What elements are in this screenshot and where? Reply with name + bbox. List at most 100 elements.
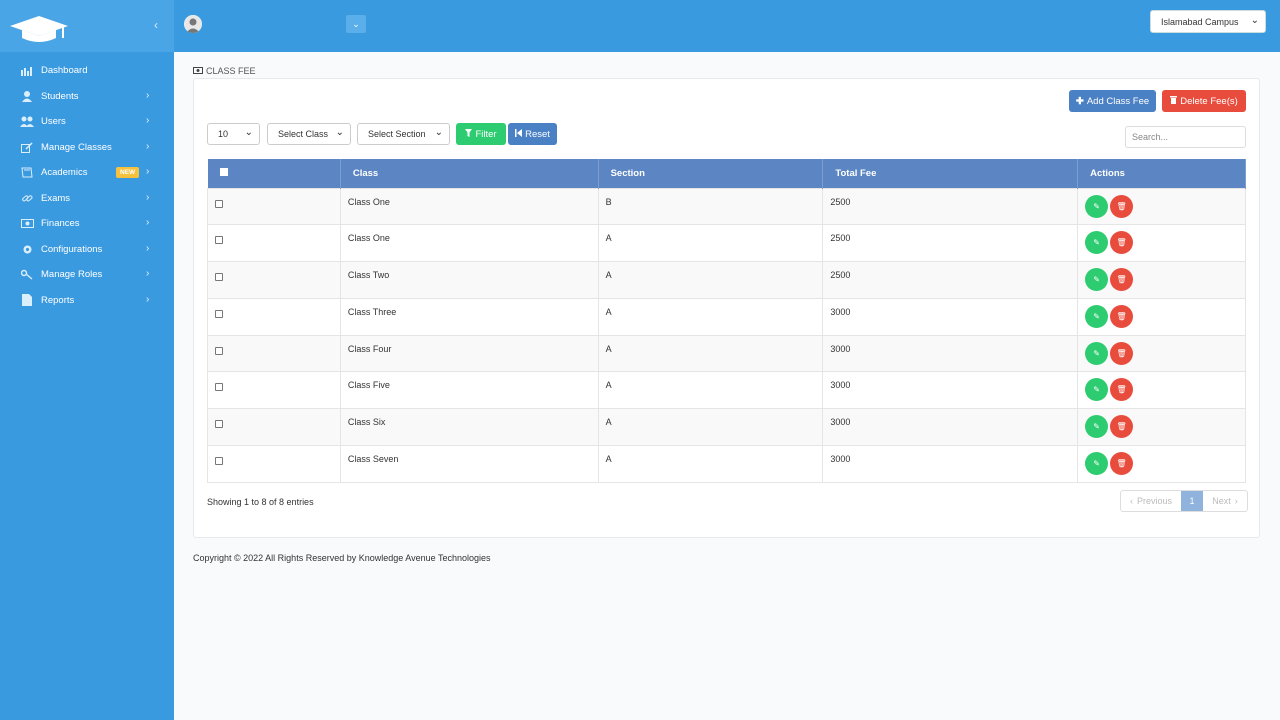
trash-icon[interactable]: 🗑 (1110, 452, 1134, 476)
actions-cell: ✎ 🗑 (1077, 445, 1246, 483)
trash-icon[interactable]: 🗑 (1110, 194, 1134, 218)
edit-icon[interactable]: ✎ (1085, 268, 1109, 292)
select-all-checkbox[interactable] (219, 167, 228, 176)
sidebar-item-students[interactable]: Students › (0, 84, 174, 110)
chevron-right-icon: › (146, 166, 150, 177)
edit-icon[interactable]: ✎ (1085, 341, 1109, 365)
fee-cell: 3000 (822, 297, 1079, 336)
previous-label: Previous (1136, 496, 1172, 506)
row-select-cell (207, 187, 341, 226)
next-label: Next (1212, 496, 1231, 506)
sidebar-item-dashboard[interactable]: Dashboard (0, 58, 174, 84)
actions-cell: ✎ 🗑 (1077, 187, 1246, 226)
fee-cell: 2500 (822, 224, 1079, 263)
fee-cell: 3000 (822, 371, 1079, 410)
trash-icon[interactable]: 🗑 (1110, 341, 1134, 365)
filter-label: Filter (475, 128, 497, 140)
sidebar-header: ‹ (0, 0, 174, 52)
row-checkbox[interactable] (215, 236, 223, 245)
reset-button[interactable]: Reset (508, 123, 557, 145)
chevron-right-icon: › (146, 268, 150, 279)
topbar: ⌄ Islamabad Campus ⌄ (174, 0, 1280, 52)
chevron-left-icon: ‹ (1129, 496, 1133, 506)
chevron-down-icon: ⌄ (434, 127, 443, 138)
skip-back-icon (515, 128, 523, 140)
section-cell: A (597, 371, 824, 410)
row-checkbox[interactable] (215, 309, 223, 318)
actions-cell: ✎ 🗑 (1077, 261, 1246, 299)
column-header-section[interactable]: Section (598, 159, 824, 188)
campus-select[interactable]: Islamabad Campus ⌄ (1150, 10, 1266, 33)
user-avatar[interactable] (184, 15, 202, 33)
delete-fees-button[interactable]: Delete Fee(s) (1162, 90, 1246, 112)
pagination: ‹ Previous 1 Next › (1120, 490, 1248, 512)
link-icon (20, 192, 34, 204)
row-select-cell (207, 371, 341, 410)
table-row: Class Three A 3000 ✎ 🗑 (207, 297, 1246, 336)
section-select[interactable]: Select Section ⌄ (357, 123, 450, 145)
previous-page-button[interactable]: ‹ Previous (1121, 491, 1181, 511)
trash-icon (1170, 95, 1178, 107)
sidebar-item-reports[interactable]: Reports › (0, 288, 174, 314)
section-cell: A (597, 334, 824, 373)
add-class-fee-button[interactable]: ✚ Add Class Fee (1069, 90, 1156, 112)
trash-icon[interactable]: 🗑 (1110, 415, 1134, 439)
gear-icon (20, 243, 34, 255)
sidebar-collapse-icon[interactable]: ‹ (154, 18, 158, 32)
footer-copyright: Copyright © 2022 All Rights Reserved by … (193, 553, 491, 563)
sidebar-item-label: Users (41, 116, 66, 128)
next-page-button[interactable]: Next › (1203, 491, 1247, 511)
chevron-right-icon: › (146, 115, 150, 126)
edit-icon[interactable]: ✎ (1085, 304, 1109, 328)
edit-icon[interactable]: ✎ (1085, 194, 1109, 218)
chevron-right-icon: › (146, 217, 150, 228)
book-icon (20, 167, 34, 179)
trash-icon[interactable]: 🗑 (1110, 378, 1134, 402)
filter-button[interactable]: Filter (456, 123, 506, 145)
chevron-right-icon: › (146, 89, 150, 101)
page-length-select[interactable]: 10 ⌄ (207, 123, 260, 145)
sidebar-item-finances[interactable]: Finances › (0, 211, 174, 237)
trash-icon[interactable]: 🗑 (1110, 231, 1134, 255)
row-select-cell (207, 297, 341, 336)
edit-icon[interactable]: ✎ (1085, 231, 1109, 255)
column-header-total-fee[interactable]: Total Fee (822, 159, 1079, 188)
bar-chart-icon (20, 65, 34, 77)
row-checkbox[interactable] (215, 346, 223, 355)
sidebar-item-academics[interactable]: Academics NEW › (0, 160, 174, 186)
column-header-class[interactable]: Class (340, 159, 599, 188)
fee-cell: 3000 (822, 445, 1079, 483)
sidebar-item-manage-roles[interactable]: Manage Roles › (0, 262, 174, 288)
edit-icon[interactable]: ✎ (1085, 378, 1109, 402)
sidebar: ‹ Dashboard Students › Users › (0, 0, 174, 720)
edit-icon[interactable]: ✎ (1085, 415, 1109, 439)
actions-cell: ✎ 🗑 (1077, 408, 1246, 447)
filter-icon (465, 128, 473, 140)
trash-icon[interactable]: 🗑 (1110, 304, 1134, 328)
table-row: Class Six A 3000 ✎ 🗑 (207, 408, 1246, 447)
row-checkbox[interactable] (215, 273, 223, 282)
sidebar-item-users[interactable]: Users › (0, 109, 174, 135)
row-checkbox[interactable] (215, 457, 223, 466)
row-checkbox[interactable] (215, 383, 223, 392)
row-select-cell (207, 261, 341, 299)
sidebar-item-configurations[interactable]: Configurations › (0, 237, 174, 263)
class-select[interactable]: Select Class ⌄ (267, 123, 351, 145)
trash-icon[interactable]: 🗑 (1110, 268, 1134, 292)
sidebar-item-manage-classes[interactable]: Manage Classes › (0, 135, 174, 161)
graduation-cap-logo-icon[interactable] (10, 14, 68, 47)
sidebar-item-label: Finances (41, 218, 80, 230)
sidebar-item-exams[interactable]: Exams › (0, 186, 174, 212)
search-input[interactable]: Search... (1125, 126, 1246, 148)
row-checkbox[interactable] (215, 199, 223, 208)
user-menu-chevron-down-icon[interactable]: ⌄ (346, 15, 366, 33)
page-1-button[interactable]: 1 (1181, 491, 1203, 511)
class-select-value: Select Class (278, 129, 329, 139)
fee-cell: 3000 (822, 408, 1079, 447)
sidebar-item-label: Manage Classes (41, 141, 112, 153)
actions-cell: ✎ 🗑 (1077, 334, 1246, 373)
table-row: Class Four A 3000 ✎ 🗑 (207, 334, 1246, 373)
chevron-down-icon: ⌄ (335, 127, 344, 138)
edit-icon[interactable]: ✎ (1085, 452, 1109, 476)
row-checkbox[interactable] (215, 420, 223, 429)
